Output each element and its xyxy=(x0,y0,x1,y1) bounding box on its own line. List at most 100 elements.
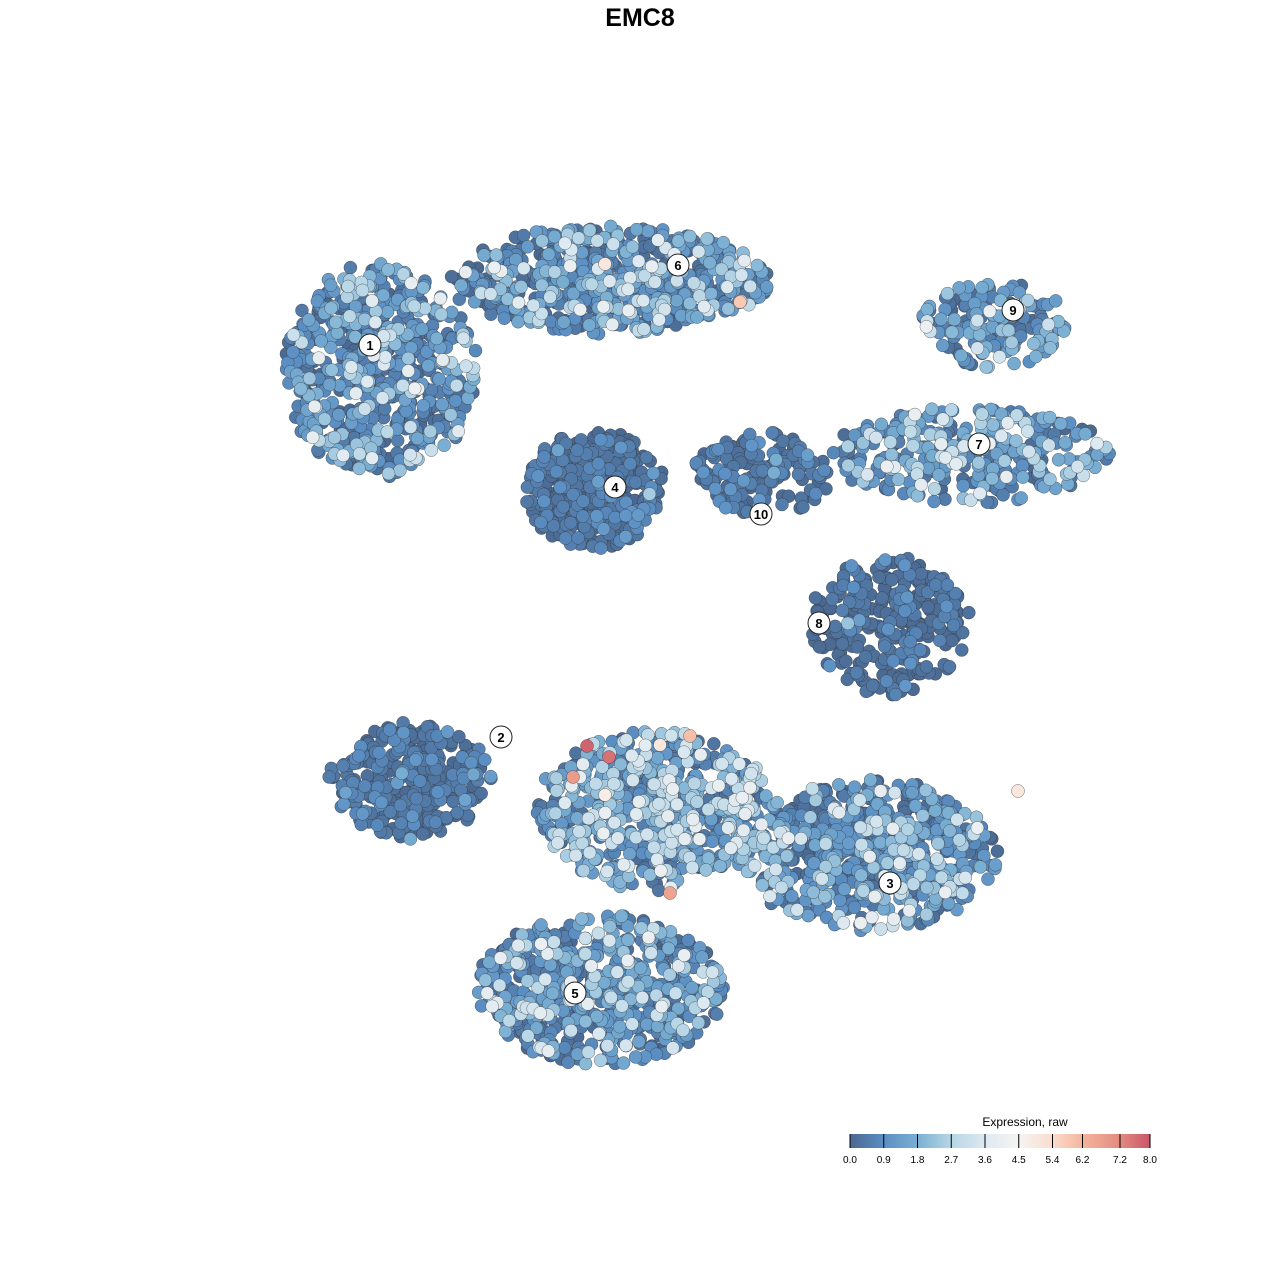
data-point xyxy=(286,328,301,342)
data-point xyxy=(955,886,970,900)
data-point xyxy=(940,286,955,301)
data-point xyxy=(452,729,466,744)
data-point xyxy=(352,447,367,461)
data-point xyxy=(416,281,430,295)
data-point xyxy=(336,448,350,463)
data-point xyxy=(826,445,841,460)
data-point xyxy=(396,378,410,393)
data-point xyxy=(401,351,415,366)
data-point xyxy=(930,852,944,866)
data-point xyxy=(444,408,458,422)
data-point xyxy=(841,458,855,473)
data-point xyxy=(873,835,887,850)
data-point xyxy=(885,573,899,587)
data-point xyxy=(639,450,654,465)
data-point xyxy=(1058,435,1072,450)
data-point xyxy=(1048,294,1063,308)
data-point xyxy=(914,478,928,492)
data-point xyxy=(942,660,957,674)
data-point xyxy=(750,258,765,273)
data-point xyxy=(853,820,868,834)
data-point xyxy=(886,654,901,668)
data-point xyxy=(836,916,851,930)
data-point xyxy=(394,816,408,830)
data-point xyxy=(510,956,524,970)
data-point xyxy=(516,228,531,243)
data-point xyxy=(685,980,699,995)
data-point xyxy=(549,784,564,798)
data-point xyxy=(563,515,578,530)
data-point xyxy=(644,946,658,960)
data-point xyxy=(934,437,948,451)
data-point xyxy=(705,965,720,979)
data-point xyxy=(925,402,939,416)
data-point xyxy=(489,248,504,262)
data-point xyxy=(477,248,491,262)
data-point xyxy=(695,950,709,964)
data-point xyxy=(828,619,842,634)
data-point xyxy=(686,812,700,827)
data-point xyxy=(906,877,921,891)
data-point xyxy=(620,953,635,968)
data-point xyxy=(854,837,869,852)
data-point xyxy=(576,509,590,523)
data-point xyxy=(1078,427,1093,441)
data-point xyxy=(483,769,498,784)
data-point xyxy=(650,751,665,765)
data-point xyxy=(743,780,757,795)
data-point xyxy=(454,278,468,293)
data-point xyxy=(569,848,583,863)
data-point xyxy=(997,454,1012,468)
data-point xyxy=(547,265,562,279)
data-point xyxy=(956,478,970,493)
data-point xyxy=(853,916,868,930)
data-point xyxy=(401,364,416,378)
data-point xyxy=(931,836,945,851)
data-point xyxy=(853,793,867,807)
data-point xyxy=(847,780,862,794)
data-point xyxy=(862,849,877,864)
data-point xyxy=(458,793,472,807)
data-point xyxy=(511,295,526,310)
data-point xyxy=(619,733,634,747)
data-point xyxy=(736,823,751,838)
data-point xyxy=(988,858,1003,872)
data-point xyxy=(1007,356,1021,371)
data-point xyxy=(395,766,409,781)
data-point xyxy=(430,785,445,799)
data-point xyxy=(558,796,572,810)
data-point xyxy=(582,845,597,860)
data-point xyxy=(573,302,587,317)
data-point xyxy=(482,955,496,970)
data-point xyxy=(437,438,451,452)
data-point xyxy=(531,469,545,483)
data-point xyxy=(858,650,873,664)
data-point xyxy=(1009,434,1023,448)
data-point xyxy=(549,771,564,785)
data-point xyxy=(1041,317,1056,332)
data-point xyxy=(596,826,611,841)
data-point xyxy=(700,232,714,246)
data-point xyxy=(1070,459,1085,474)
data-point xyxy=(396,725,411,740)
data-point xyxy=(357,402,372,416)
data-point xyxy=(875,591,889,605)
data-point xyxy=(534,918,548,932)
data-point xyxy=(578,1056,593,1071)
data-point xyxy=(405,809,420,824)
data-point xyxy=(578,947,593,961)
data-point xyxy=(576,494,590,508)
data-point xyxy=(686,276,701,290)
data-point xyxy=(903,656,918,671)
data-point xyxy=(295,303,309,318)
data-point xyxy=(1022,444,1036,459)
data-point xyxy=(650,852,664,867)
data-point xyxy=(898,604,912,618)
data-point xyxy=(755,464,770,478)
data-point xyxy=(416,827,430,841)
data-point xyxy=(1042,438,1056,452)
data-point xyxy=(873,784,888,798)
data-point xyxy=(551,836,565,850)
data-point xyxy=(928,578,943,592)
data-point xyxy=(803,810,818,824)
